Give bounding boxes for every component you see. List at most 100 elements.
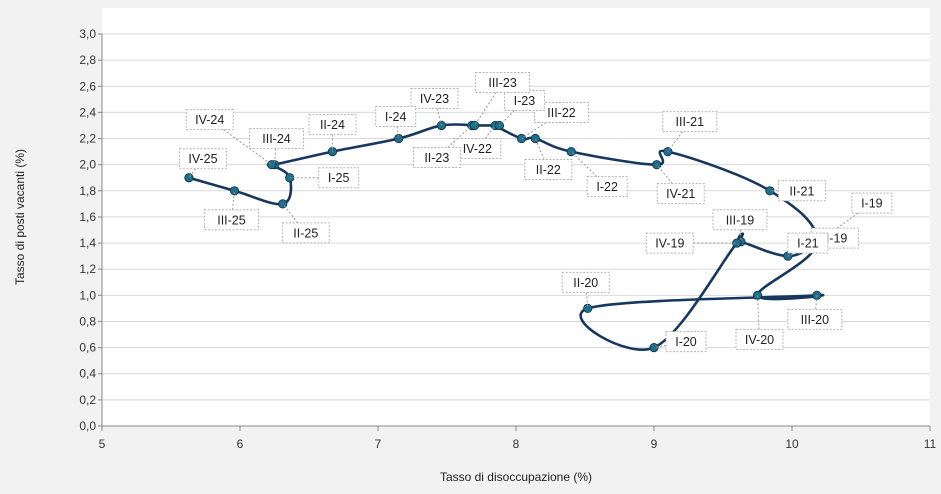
x-tick-label: 9 xyxy=(651,437,658,451)
point-label: III-20 xyxy=(801,313,830,327)
point-label: II-25 xyxy=(293,226,318,240)
y-tick-label: 0,8 xyxy=(79,314,96,328)
y-tick-label: 2,4 xyxy=(79,105,96,119)
point-label: II-24 xyxy=(320,118,345,132)
axes: 0,0 0,2 0,4 0,6 0,8 1,0 1,2 1,4 1,6 1,8 2,0 2,2 2,4 2… xyxy=(79,27,936,451)
label-box xyxy=(787,308,843,330)
y-tick-label: 1,6 xyxy=(79,210,96,224)
label-box xyxy=(375,106,417,128)
label-box xyxy=(412,146,461,168)
y-tick-label: 2,2 xyxy=(79,132,96,146)
point-label: II-22 xyxy=(536,163,561,177)
label-box xyxy=(281,222,330,244)
y-tick-label: 2,6 xyxy=(79,79,96,93)
point-label: III-19 xyxy=(726,213,755,227)
label-leader xyxy=(436,108,442,126)
label-box xyxy=(185,109,234,131)
label-box xyxy=(475,71,531,93)
y-tick-label: 1,0 xyxy=(79,288,96,302)
point-label: IV-25 xyxy=(188,152,217,166)
label-leader xyxy=(586,292,589,309)
label-box xyxy=(851,192,893,214)
label-leader xyxy=(188,168,196,179)
point-label: I-22 xyxy=(596,180,618,194)
label-box xyxy=(503,89,545,111)
label-box xyxy=(178,148,227,170)
label-leader xyxy=(474,92,497,126)
label-box xyxy=(735,328,784,350)
y-tick-label: 1,8 xyxy=(79,184,96,198)
point-label: III-22 xyxy=(547,106,576,120)
label-box xyxy=(645,232,694,254)
point-label: IV-21 xyxy=(666,187,695,201)
point-label: III-23 xyxy=(488,76,517,90)
x-tick-label: 6 xyxy=(237,437,244,451)
label-box xyxy=(787,232,829,254)
marker-iv-20 xyxy=(752,290,763,300)
label-box xyxy=(656,183,705,205)
point-label: II-19 xyxy=(822,232,847,246)
point-label: IV-24 xyxy=(195,113,224,127)
label-box xyxy=(586,176,628,198)
label-leader xyxy=(499,110,515,126)
label-leader xyxy=(232,190,235,210)
y-tick-label: 0,6 xyxy=(79,341,96,355)
label-box xyxy=(712,209,768,231)
y-tick-label: 0,2 xyxy=(79,393,96,407)
label-box xyxy=(534,102,590,124)
y-tick-label: 1,4 xyxy=(79,236,96,250)
y-axis-label: Tasso di posti vacanti (%) xyxy=(13,149,27,285)
point-label: II-21 xyxy=(789,184,814,198)
point-label: IV-20 xyxy=(745,333,774,347)
point-label: I-19 xyxy=(861,197,883,211)
label-leader xyxy=(667,131,683,152)
y-tick-label: 0,0 xyxy=(79,419,96,433)
point-label: II-23 xyxy=(424,151,449,165)
label-leader xyxy=(570,151,598,177)
marker-iii-20 xyxy=(812,290,822,300)
point-label: I-24 xyxy=(385,110,407,124)
point-label: IV-22 xyxy=(463,142,492,156)
label-leader xyxy=(521,122,547,139)
point-label: III-25 xyxy=(217,213,246,227)
y-tick-label: 3,0 xyxy=(79,27,96,41)
label-box xyxy=(318,167,360,189)
label-box xyxy=(203,209,259,231)
x-tick-label: 7 xyxy=(375,437,382,451)
x-tick-label: 8 xyxy=(513,437,520,451)
point-label: II-20 xyxy=(573,276,598,290)
label-leader xyxy=(484,125,496,139)
point-label: IV-23 xyxy=(420,92,449,106)
label-leader xyxy=(274,148,277,165)
label-leader xyxy=(282,203,299,224)
y-tick-label: 1,2 xyxy=(79,262,96,276)
point-label: I-25 xyxy=(328,171,350,185)
point-label: I-21 xyxy=(797,237,819,251)
marker-ii-22 xyxy=(530,133,540,144)
point-label: III-21 xyxy=(676,115,705,129)
point-label: IV-19 xyxy=(655,237,684,251)
point-labels: I-19 II-19 III-19 IV-19 I-20 II-20 III-20 IV-20… xyxy=(178,71,893,353)
point-label: III-24 xyxy=(262,132,291,146)
marker-iii-23 xyxy=(469,120,480,131)
markers xyxy=(184,120,822,353)
label-leader xyxy=(757,295,760,330)
label-box xyxy=(662,111,718,133)
label-box xyxy=(777,180,826,202)
point-label: I-20 xyxy=(675,335,697,349)
label-box xyxy=(249,128,304,150)
label-box xyxy=(308,114,357,136)
y-tick-label: 2,0 xyxy=(79,158,96,172)
label-leader xyxy=(447,125,473,148)
point-label: I-23 xyxy=(514,94,536,108)
marker-iii-25 xyxy=(229,186,240,196)
y-tick-label: 2,8 xyxy=(79,53,96,67)
label-box xyxy=(561,271,610,293)
label-box xyxy=(410,87,459,109)
y-tick-label: 0,4 xyxy=(79,367,96,381)
label-box xyxy=(524,159,573,181)
label-leader xyxy=(223,129,273,166)
x-axis-label: Tasso di disoccupazione (%) xyxy=(440,470,592,484)
